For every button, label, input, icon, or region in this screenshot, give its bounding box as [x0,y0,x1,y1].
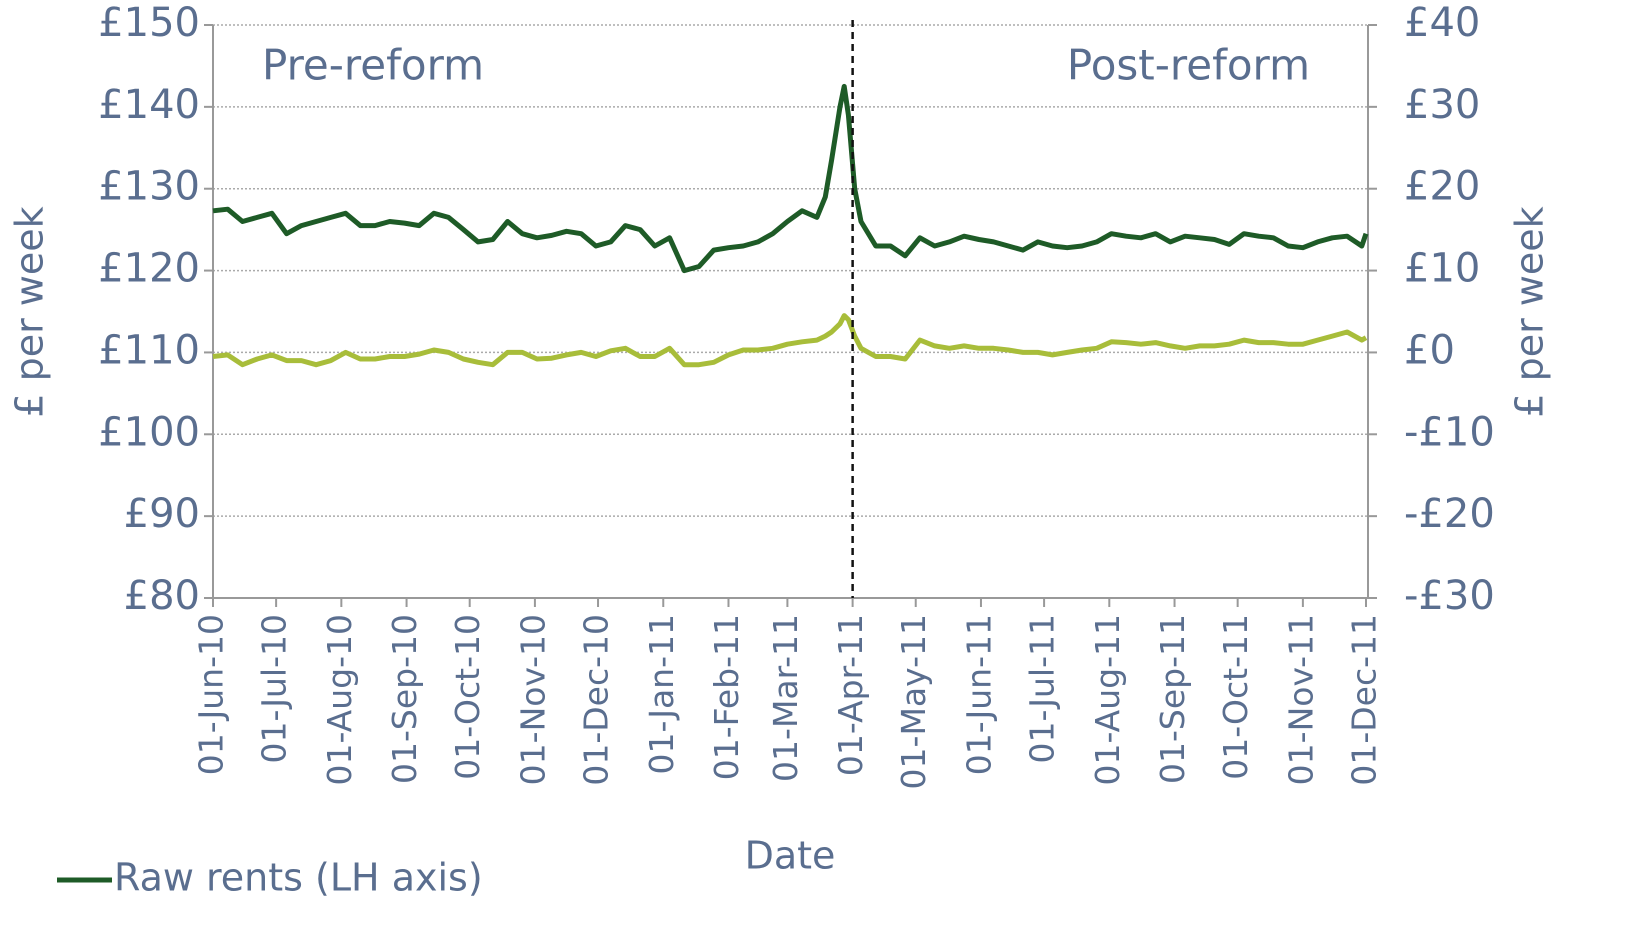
y2-tick-label: £10 [1404,246,1480,292]
x-tick-label: 01-Aug-10 [320,614,359,786]
legend-label: Raw rents (LH axis) [114,856,483,900]
x-tick-label: 01-Feb-11 [707,614,746,780]
y-tick-label: £130 [98,164,200,210]
y2-tick-label: £40 [1404,0,1480,46]
x-tick-label: 01-Mar-11 [766,614,805,782]
x-tick-label: 01-May-11 [894,614,933,789]
x-tick-label: 01-Oct-10 [448,614,487,780]
x-tick-label: 01-Sep-11 [1153,614,1192,784]
x-tick-label: 01-Dec-10 [577,614,616,786]
x-tick-label: 01-Oct-11 [1216,614,1255,780]
y2-tick-label: -£20 [1404,491,1495,537]
x-tick-label: 01-Jul-11 [1023,614,1062,763]
y2-tick-label: £0 [1404,327,1455,373]
y-tick-label: £100 [98,409,200,455]
y2-tick-label: £20 [1404,164,1480,210]
x-tick-label: 01-Sep-10 [385,614,424,784]
y-tick-label: £90 [124,491,200,537]
x-tick-label: 01-Jun-11 [959,614,998,775]
x-axis-label: Date [745,834,836,878]
x-tick-label: 01-Dec-11 [1345,614,1384,786]
x-tick-label: 01-Jan-11 [642,614,681,775]
x-tick-label: 01-Apr-11 [831,614,870,776]
y-tick-label: £120 [98,246,200,292]
y-tick-label: £150 [98,0,200,46]
annotation: Post-reform [1067,41,1310,90]
y2-tick-label: £30 [1404,82,1480,128]
series-line [212,313,1368,368]
annotation: Pre-reform [262,41,484,90]
y2-tick-label: -£10 [1404,409,1495,455]
series-line [212,83,1369,274]
y-axis-label: £ per week [8,206,52,417]
y2-axis-label: £ per week [1508,206,1552,417]
x-tick-label: 01-Nov-11 [1281,614,1320,785]
y2-tick-label: -£30 [1404,573,1495,619]
x-tick-label: 01-Nov-10 [513,614,552,785]
y-tick-label: £140 [98,82,200,128]
x-tick-label: 01-Jul-10 [255,614,294,763]
x-tick-label: 01-Aug-11 [1088,614,1127,786]
y-tick-label: £110 [98,327,200,373]
x-tick-label: 01-Jun-10 [192,614,231,775]
y-tick-label: £80 [124,573,200,619]
